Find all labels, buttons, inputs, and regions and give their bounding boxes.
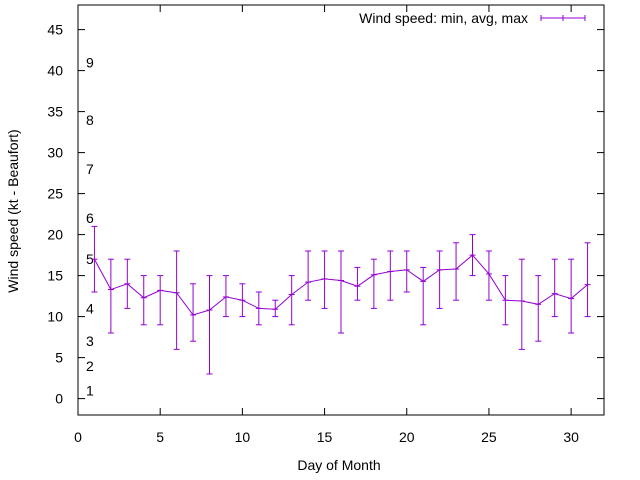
error-bar <box>535 275 542 342</box>
y-tick-label: 0 <box>55 391 63 407</box>
x-tick-label: 5 <box>156 429 164 445</box>
x-tick-label: 20 <box>399 429 415 445</box>
y-tick-label: 15 <box>47 268 63 284</box>
beaufort-label: 3 <box>86 333 94 349</box>
legend-label: Wind speed: min, avg, max <box>359 10 528 26</box>
beaufort-label: 1 <box>86 382 94 398</box>
y-tick-label: 40 <box>47 63 63 79</box>
beaufort-label: 5 <box>86 251 94 267</box>
beaufort-label: 4 <box>86 300 94 316</box>
x-axis: 0 5 10 15 20 25 30 <box>74 5 579 445</box>
y-tick-label: 25 <box>47 186 63 202</box>
beaufort-label: 7 <box>86 161 94 177</box>
error-bar <box>288 275 295 326</box>
y-tick-label: 35 <box>47 104 63 120</box>
error-bar <box>107 258 114 334</box>
x-tick-label: 0 <box>74 429 82 445</box>
x-tick-label: 15 <box>317 429 333 445</box>
avg-line <box>93 254 588 316</box>
legend-sample-errorbar <box>540 15 586 21</box>
wind-speed-series <box>91 225 591 375</box>
beaufort-label: 2 <box>86 358 94 374</box>
beaufort-label: 8 <box>86 112 94 128</box>
plot-area <box>77 4 605 416</box>
x-tick-label: 10 <box>235 429 251 445</box>
beaufort-scale-labels: 1 2 3 4 5 6 7 8 9 <box>86 54 94 398</box>
y-tick-label: 10 <box>47 309 63 325</box>
y-axis-label: Wind speed (kt - Beaufort) <box>5 129 21 292</box>
y-tick-label: 5 <box>55 350 63 366</box>
beaufort-label: 9 <box>86 54 94 70</box>
x-tick-label: 25 <box>481 429 497 445</box>
legend: Wind speed: min, avg, max <box>359 10 586 26</box>
y-tick-label: 20 <box>47 227 63 243</box>
beaufort-label: 6 <box>86 210 94 226</box>
error-bar <box>206 275 213 375</box>
y-tick-label: 30 <box>47 145 63 161</box>
y-tick-label: 45 <box>47 22 63 38</box>
x-tick-label: 30 <box>563 429 579 445</box>
x-axis-label: Day of Month <box>297 457 380 473</box>
